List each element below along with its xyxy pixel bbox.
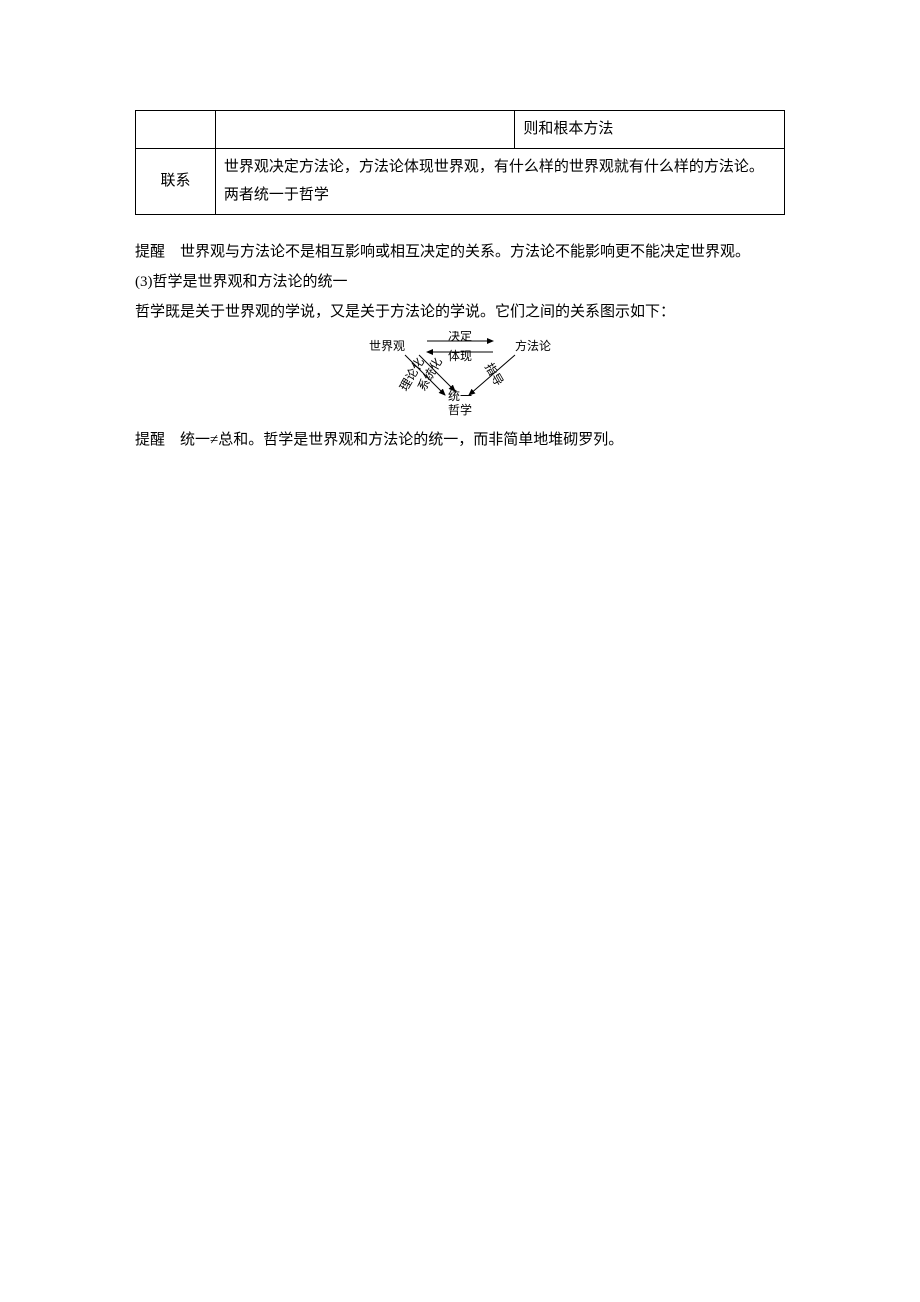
- reminder-1: 提醒 世界观与方法论不是相互影响或相互决定的关系。方法论不能影响更不能决定世界观…: [135, 237, 785, 267]
- diagram-label: 世界观: [369, 338, 405, 352]
- diagram-label: 哲学: [448, 401, 472, 416]
- cell-empty: [136, 111, 216, 149]
- diagram-label: 统一: [448, 388, 472, 402]
- cell-label: 联系: [136, 148, 216, 214]
- table-row: 则和根本方法: [136, 111, 785, 149]
- diagram-label: 指导: [482, 359, 507, 387]
- table-row: 联系 世界观决定方法论，方法论体现世界观，有什么样的世界观就有什么样的方法论。两…: [136, 148, 785, 214]
- relationship-diagram: 世界观方法论决定体现统一哲学理论化系统化指导: [365, 331, 555, 419]
- diagram-container: 世界观方法论决定体现统一哲学理论化系统化指导: [135, 331, 785, 419]
- reminder-2: 提醒 统一≠总和。哲学是世界观和方法论的统一，而非简单地堆砌罗列。: [135, 425, 785, 455]
- diagram-label: 决定: [448, 331, 472, 343]
- intro-line: 哲学既是关于世界观的学说，又是关于方法论的学说。它们之间的关系图示如下：: [135, 297, 785, 327]
- diagram-label: 体现: [448, 348, 472, 362]
- cell-merged: 世界观决定方法论，方法论体现世界观，有什么样的世界观就有什么样的方法论。两者统一…: [215, 148, 784, 214]
- document-body: 则和根本方法 联系 世界观决定方法论，方法论体现世界观，有什么样的世界观就有什么…: [135, 110, 785, 455]
- heading-3: (3)哲学是世界观和方法论的统一: [135, 267, 785, 297]
- cell-text: 则和根本方法: [515, 111, 785, 149]
- comparison-table: 则和根本方法 联系 世界观决定方法论，方法论体现世界观，有什么样的世界观就有什么…: [135, 110, 785, 215]
- cell-empty: [215, 111, 515, 149]
- diagram-label: 方法论: [515, 337, 551, 352]
